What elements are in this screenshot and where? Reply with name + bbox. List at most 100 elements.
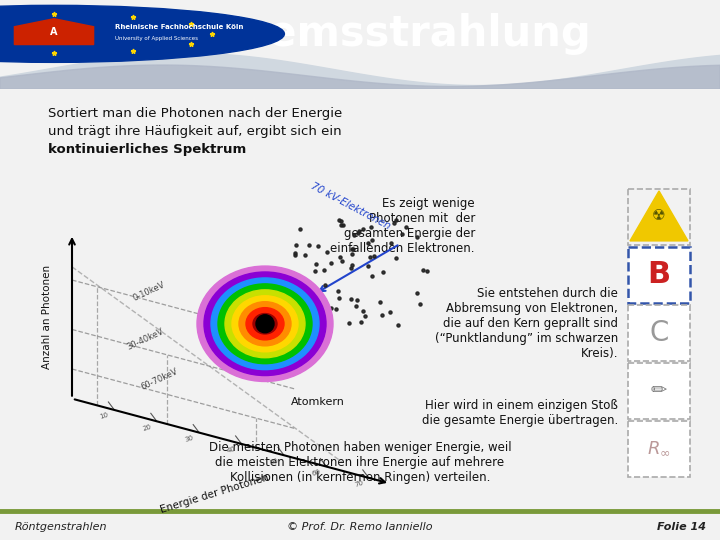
Point bbox=[388, 219, 400, 228]
Point bbox=[345, 264, 356, 273]
Point bbox=[312, 242, 324, 251]
Text: Rheinische Fachhochschule Köln: Rheinische Fachhochschule Köln bbox=[115, 24, 243, 30]
Point bbox=[321, 248, 333, 256]
Point bbox=[411, 233, 423, 241]
Text: Hier wird in einem einzigen Stoß
die gesamte Energie übertragen.: Hier wird in einem einzigen Stoß die ges… bbox=[422, 399, 618, 427]
Point bbox=[345, 295, 356, 303]
Point bbox=[346, 244, 358, 253]
Point bbox=[309, 267, 320, 275]
Point bbox=[385, 239, 397, 247]
Text: 70: 70 bbox=[354, 480, 364, 488]
Point bbox=[348, 231, 360, 239]
Point bbox=[378, 268, 390, 276]
Point bbox=[283, 302, 294, 310]
Point bbox=[333, 215, 344, 224]
Text: 60: 60 bbox=[311, 469, 322, 477]
Point bbox=[346, 250, 358, 259]
Point bbox=[359, 312, 370, 321]
Point bbox=[411, 289, 423, 298]
Point bbox=[325, 304, 336, 313]
Circle shape bbox=[0, 5, 284, 62]
Point bbox=[391, 254, 402, 262]
Point bbox=[351, 302, 362, 310]
Point bbox=[310, 260, 322, 269]
Point bbox=[392, 321, 404, 329]
Point bbox=[347, 245, 359, 254]
Text: Anzahl an Photonen: Anzahl an Photonen bbox=[42, 265, 52, 369]
Text: Sortiert man die Photonen nach der Energie: Sortiert man die Photonen nach der Energ… bbox=[48, 107, 342, 120]
Point bbox=[421, 266, 433, 275]
Text: Folie 14: Folie 14 bbox=[657, 522, 706, 532]
Point bbox=[401, 222, 413, 231]
Text: Die meisten Photonen haben weniger Energie, weil
die meisten Elektronen ihre Ene: Die meisten Photonen haben weniger Energ… bbox=[209, 441, 511, 484]
Point bbox=[374, 298, 386, 307]
Point bbox=[303, 240, 315, 249]
Text: Atomkern: Atomkern bbox=[291, 397, 345, 407]
Ellipse shape bbox=[211, 278, 319, 369]
Point bbox=[414, 300, 426, 308]
Ellipse shape bbox=[204, 272, 326, 375]
Point bbox=[300, 251, 311, 259]
Text: 0-10keV: 0-10keV bbox=[132, 280, 167, 302]
Point bbox=[289, 248, 301, 257]
Point bbox=[366, 235, 378, 244]
FancyBboxPatch shape bbox=[628, 305, 690, 361]
Text: 20: 20 bbox=[142, 423, 152, 431]
Text: 70 kV-Elektronen: 70 kV-Elektronen bbox=[309, 180, 392, 231]
Point bbox=[362, 261, 374, 270]
Text: 50: 50 bbox=[269, 457, 279, 465]
Text: 30-40keV: 30-40keV bbox=[125, 327, 166, 352]
Point bbox=[384, 308, 396, 316]
Text: Sie entstehen durch die
Abbremsung von Elektronen,
die auf den Kern geprallt sin: Sie entstehen durch die Abbremsung von E… bbox=[435, 287, 618, 360]
FancyBboxPatch shape bbox=[628, 247, 690, 303]
Point bbox=[312, 300, 324, 309]
Point bbox=[333, 293, 345, 302]
Point bbox=[333, 287, 344, 295]
Text: ☢: ☢ bbox=[652, 208, 666, 224]
Point bbox=[355, 318, 366, 326]
Point bbox=[396, 230, 408, 238]
Ellipse shape bbox=[253, 314, 277, 334]
Text: A: A bbox=[50, 27, 58, 37]
Ellipse shape bbox=[197, 266, 333, 381]
Circle shape bbox=[256, 315, 274, 333]
Text: kontinuierliches Spektrum: kontinuierliches Spektrum bbox=[48, 143, 246, 156]
Point bbox=[352, 296, 364, 305]
Point bbox=[337, 220, 348, 229]
Ellipse shape bbox=[225, 290, 305, 357]
Polygon shape bbox=[14, 19, 94, 45]
Point bbox=[289, 250, 300, 259]
Ellipse shape bbox=[218, 284, 312, 363]
Point bbox=[319, 280, 330, 289]
Ellipse shape bbox=[246, 308, 284, 340]
Point bbox=[294, 225, 306, 233]
Point bbox=[290, 240, 302, 249]
Text: University of Applied Sciences: University of Applied Sciences bbox=[115, 36, 198, 41]
Text: 40: 40 bbox=[227, 446, 237, 454]
Point bbox=[325, 259, 337, 267]
Point bbox=[358, 225, 369, 234]
Point bbox=[377, 311, 388, 320]
Point bbox=[336, 220, 347, 229]
Point bbox=[417, 265, 428, 274]
Point bbox=[390, 216, 401, 225]
Text: 60-70keV: 60-70keV bbox=[140, 367, 179, 392]
Point bbox=[330, 305, 342, 313]
Point bbox=[366, 272, 378, 281]
Point bbox=[343, 319, 354, 327]
Text: © Prof. Dr. Remo Ianniello: © Prof. Dr. Remo Ianniello bbox=[287, 522, 433, 532]
Point bbox=[369, 252, 380, 260]
Point bbox=[335, 252, 346, 261]
Point bbox=[364, 253, 375, 262]
Ellipse shape bbox=[232, 296, 298, 352]
Text: B: B bbox=[647, 260, 670, 289]
Text: und trägt ihre Häufigkeit auf, ergibt sich ein: und trägt ihre Häufigkeit auf, ergibt si… bbox=[48, 125, 341, 138]
Point bbox=[336, 257, 348, 266]
Point bbox=[346, 261, 357, 269]
Point bbox=[336, 217, 347, 226]
Text: Es zeigt wenige
Photonen mit  der
gesamten Energie der
einfallenden Elektronen.: Es zeigt wenige Photonen mit der gesamte… bbox=[330, 197, 475, 255]
FancyBboxPatch shape bbox=[628, 363, 690, 418]
Point bbox=[357, 307, 369, 316]
Point bbox=[299, 302, 310, 311]
Text: 10: 10 bbox=[99, 412, 109, 420]
